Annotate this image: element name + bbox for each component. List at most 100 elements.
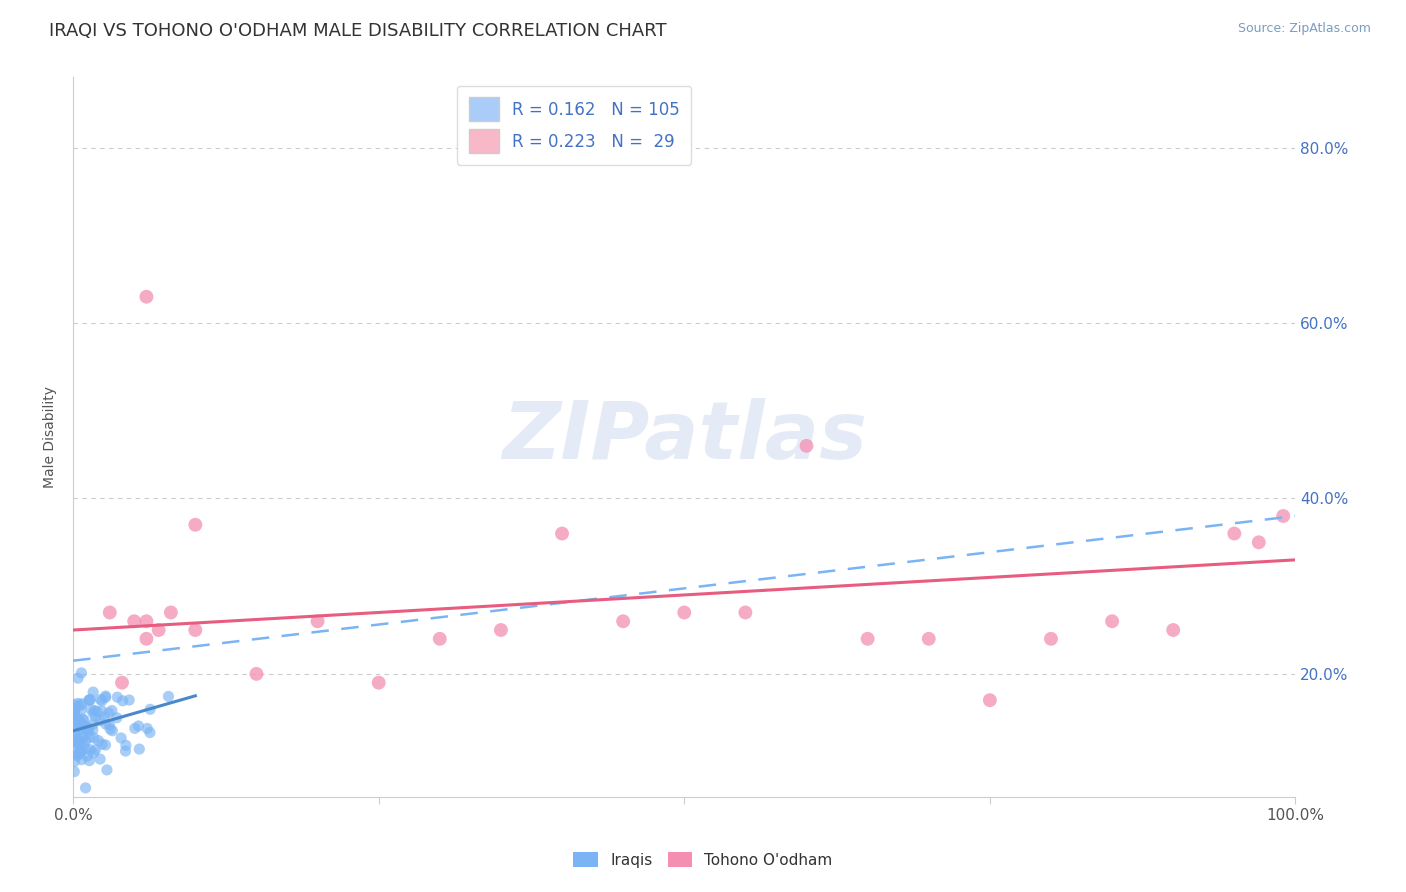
Point <box>1247 535 1270 549</box>
Point <box>83 746 105 760</box>
Point <box>124 722 146 736</box>
Point <box>98 606 121 620</box>
Point <box>70 698 93 712</box>
Point <box>98 718 121 732</box>
Point <box>63 714 86 728</box>
Point <box>65 733 87 747</box>
Point <box>1223 526 1246 541</box>
Point <box>160 606 183 620</box>
Point <box>1272 508 1295 523</box>
Point <box>70 665 93 680</box>
Point <box>612 614 634 628</box>
Point <box>105 711 128 725</box>
Point <box>101 723 124 738</box>
Point <box>69 743 91 757</box>
Point <box>75 741 97 756</box>
Point <box>63 755 86 769</box>
Point <box>139 702 162 716</box>
Point <box>66 735 89 749</box>
Point <box>101 704 124 718</box>
Point <box>77 693 100 707</box>
Point <box>63 701 86 715</box>
Point <box>115 739 138 753</box>
Point <box>118 693 141 707</box>
Text: ZIPatlas: ZIPatlas <box>502 398 866 476</box>
Point <box>87 733 110 747</box>
Y-axis label: Male Disability: Male Disability <box>44 386 58 488</box>
Point <box>96 763 118 777</box>
Point <box>63 705 86 719</box>
Point <box>63 711 86 725</box>
Legend: Iraqis, Tohono O'odham: Iraqis, Tohono O'odham <box>568 846 838 873</box>
Point <box>83 731 105 745</box>
Point <box>66 731 89 746</box>
Point <box>70 722 93 736</box>
Point <box>65 720 87 734</box>
Point <box>94 690 117 705</box>
Point <box>139 725 162 739</box>
Point <box>148 623 170 637</box>
Point <box>66 748 89 763</box>
Point <box>70 703 93 717</box>
Point <box>89 752 111 766</box>
Point <box>70 715 93 730</box>
Point <box>245 666 267 681</box>
Point <box>77 722 100 736</box>
Point <box>98 722 121 736</box>
Point <box>63 727 86 741</box>
Point <box>79 730 101 744</box>
Point <box>63 698 86 712</box>
Point <box>93 710 115 724</box>
Point <box>979 693 1001 707</box>
Point <box>918 632 941 646</box>
Point <box>551 526 574 541</box>
Text: Source: ZipAtlas.com: Source: ZipAtlas.com <box>1237 22 1371 36</box>
Point <box>77 721 100 735</box>
Point <box>673 606 696 620</box>
Point <box>69 718 91 732</box>
Legend: R = 0.162   N = 105, R = 0.223   N =  29: R = 0.162 N = 105, R = 0.223 N = 29 <box>457 86 692 165</box>
Point <box>105 690 128 705</box>
Point <box>82 706 104 721</box>
Point <box>122 614 145 628</box>
Point <box>80 702 103 716</box>
Point <box>72 712 94 726</box>
Text: IRAQI VS TOHONO O'ODHAM MALE DISABILITY CORRELATION CHART: IRAQI VS TOHONO O'ODHAM MALE DISABILITY … <box>49 22 666 40</box>
Point <box>90 694 112 708</box>
Point <box>90 692 112 706</box>
Point <box>65 733 87 747</box>
Point <box>84 743 107 757</box>
Point <box>70 743 93 757</box>
Point <box>114 744 136 758</box>
Point <box>83 704 105 718</box>
Point <box>65 735 87 749</box>
Point <box>72 729 94 743</box>
Point <box>66 737 89 751</box>
Point <box>128 742 150 756</box>
Point <box>66 735 89 749</box>
Point <box>136 722 159 736</box>
Point <box>75 734 97 748</box>
Point <box>111 675 134 690</box>
Point <box>128 719 150 733</box>
Point <box>82 716 104 731</box>
Point <box>65 732 87 747</box>
Point <box>94 738 117 752</box>
Point <box>82 685 104 699</box>
Point <box>69 747 91 761</box>
Point <box>63 717 86 731</box>
Point <box>110 731 132 745</box>
Point <box>79 692 101 706</box>
Point <box>1161 623 1184 637</box>
Point <box>184 517 207 532</box>
Point <box>94 717 117 731</box>
Point <box>135 290 157 304</box>
Point <box>63 735 86 749</box>
Point <box>135 632 157 646</box>
Point <box>367 675 389 690</box>
Point <box>77 693 100 707</box>
Point <box>79 743 101 757</box>
Point <box>63 764 86 779</box>
Point <box>157 690 180 704</box>
Point <box>70 753 93 767</box>
